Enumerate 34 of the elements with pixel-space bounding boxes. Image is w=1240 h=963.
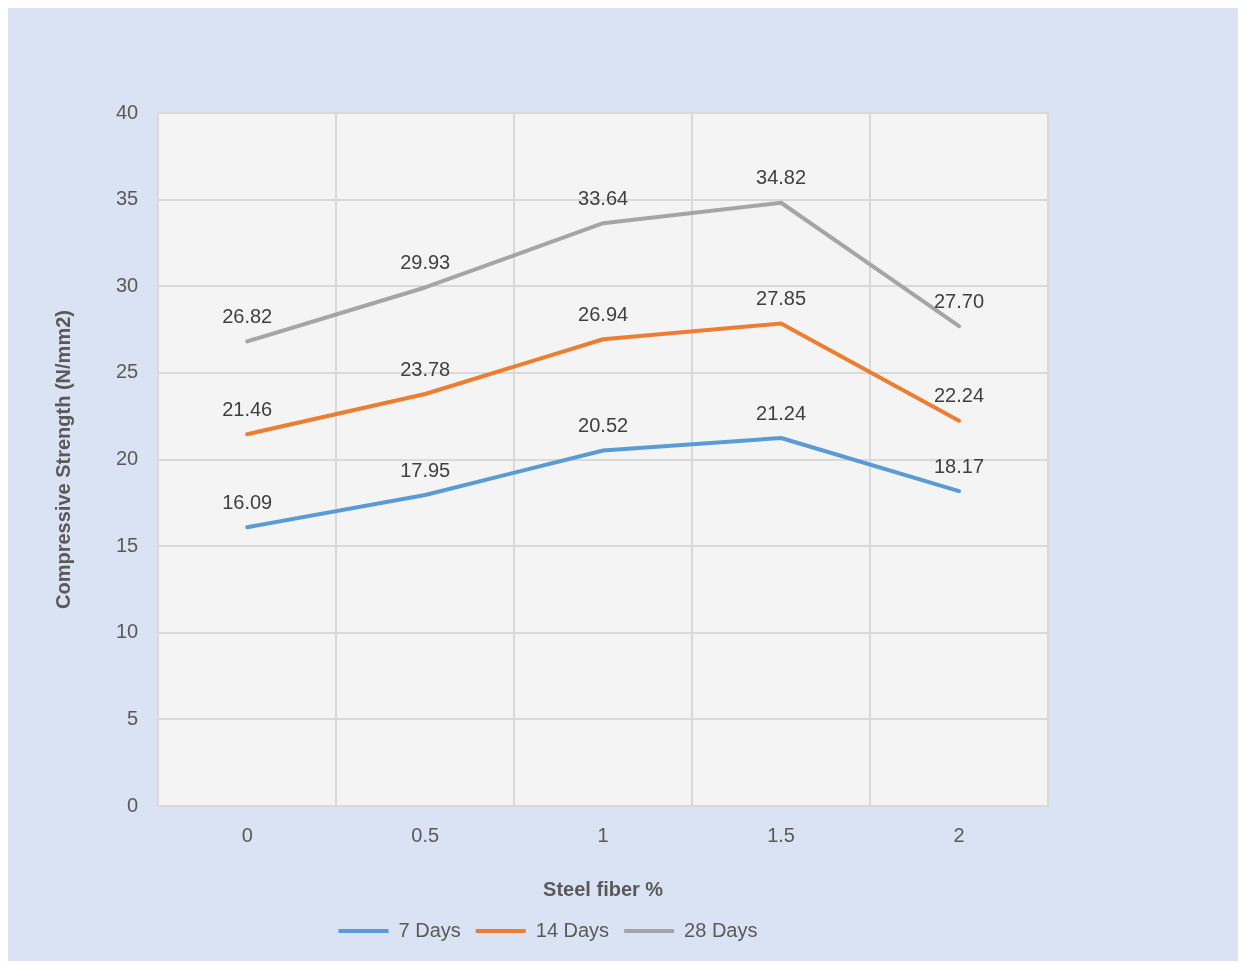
- data-label: 22.24: [933, 384, 985, 407]
- x-tick-label: 1.5: [767, 823, 795, 846]
- x-tick-label: 2: [953, 823, 965, 846]
- y-tick-label: 15: [116, 533, 139, 556]
- y-tick-label: 10: [116, 620, 139, 643]
- y-tick-label: 0: [127, 793, 139, 816]
- x-tick-label: 0: [241, 823, 253, 846]
- data-label: 27.70: [933, 289, 985, 312]
- data-label: 26.82: [222, 304, 273, 327]
- legend-label: 14 Days: [535, 918, 610, 941]
- y-tick-label: 35: [116, 187, 139, 210]
- y-tick-label: 25: [116, 360, 139, 383]
- data-label: 33.64: [578, 186, 629, 209]
- data-label: 29.93: [400, 250, 451, 273]
- data-label: 20.52: [578, 414, 629, 437]
- y-axis-title: Compressive Strength (N/mm2): [51, 310, 74, 609]
- y-tick-label: 20: [116, 447, 139, 470]
- data-label: 18.17: [933, 454, 985, 477]
- y-tick-label: 5: [127, 706, 139, 729]
- data-label: 16.09: [222, 490, 273, 513]
- x-axis-title: Steel fiber %: [543, 877, 664, 900]
- data-label: 26.94: [578, 302, 629, 325]
- y-tick-label: 30: [116, 273, 139, 296]
- y-tick-label: 40: [116, 100, 139, 123]
- data-label: 34.82: [756, 166, 807, 189]
- legend-label: 7 Days: [398, 918, 461, 941]
- x-tick-label: 0.5: [411, 823, 440, 846]
- data-label: 27.85: [756, 287, 807, 310]
- data-label: 17.95: [400, 458, 451, 481]
- data-label: 23.78: [400, 357, 451, 380]
- x-tick-label: 1: [597, 823, 609, 846]
- data-label: 21.46: [222, 397, 273, 420]
- legend-label: 28 Days: [684, 918, 758, 941]
- data-label: 21.24: [756, 401, 807, 424]
